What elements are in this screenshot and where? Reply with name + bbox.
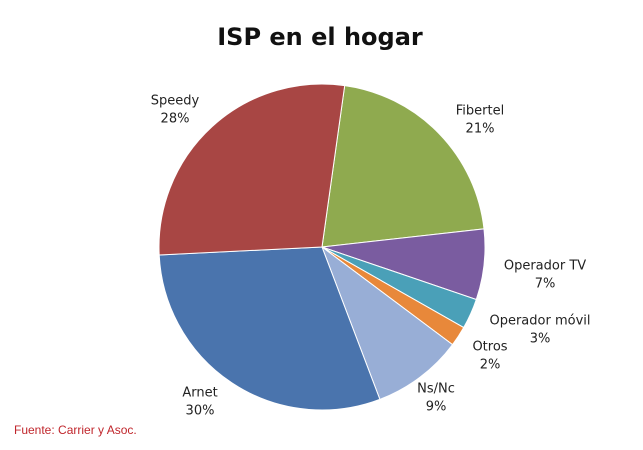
pie-slice [158,246,381,411]
slice-value-label: 28% [161,112,190,127]
slice-value-label: 3% [530,332,551,347]
chart-title: ISP en el hogar [217,23,423,51]
slice-label: Speedy [151,94,200,109]
slice-label: Operador TV [504,259,586,274]
slice-value-label: 7% [535,277,556,292]
slice-value-label: 9% [426,400,447,415]
slice-label: Operador móvil [489,314,590,329]
slice-value-label: 2% [480,358,501,373]
pie-slice [320,245,454,401]
slice-value-label: 30% [186,404,215,419]
slice-value-label: 21% [466,122,495,137]
slice-label: Fibertel [456,104,504,119]
pie-slice [158,83,346,256]
slice-label: Arnet [182,386,217,401]
pie-slice [321,85,485,248]
source-note: Fuente: Carrier y Asoc. [14,423,137,437]
slice-label: Ns/Nc [417,382,455,397]
slice-label: Otros [472,340,507,355]
